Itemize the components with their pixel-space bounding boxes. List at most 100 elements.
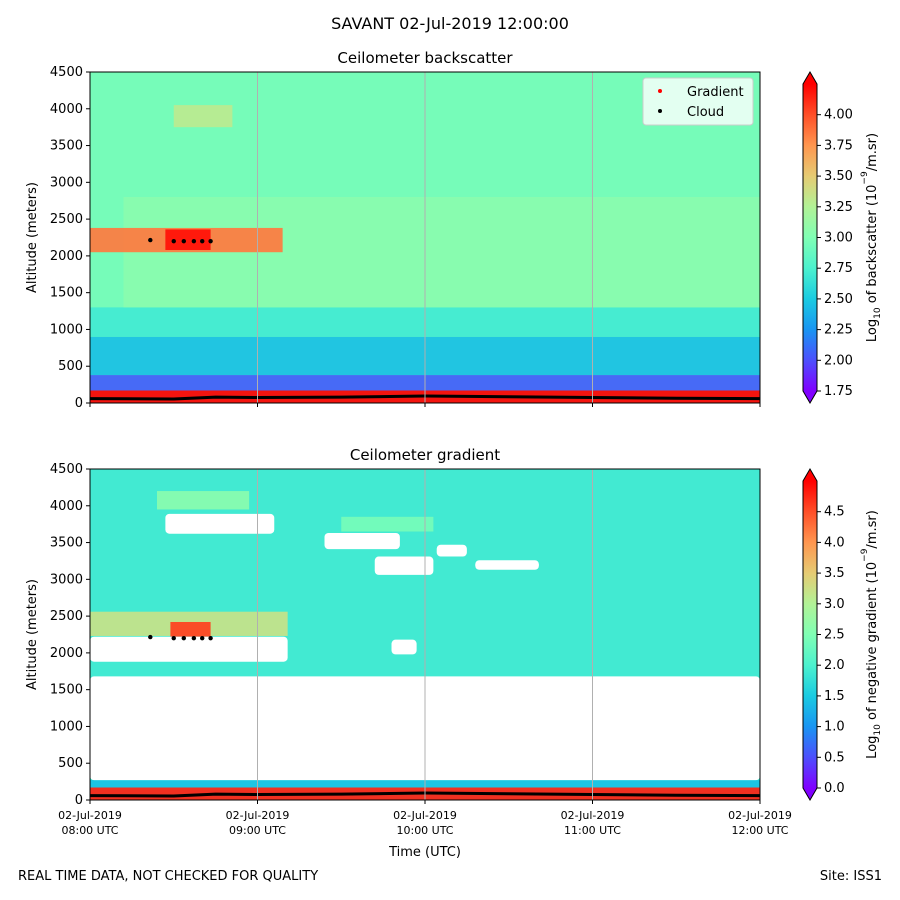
y-tick-label: 3500 — [50, 139, 83, 154]
x-tick-label-time: 08:00 UTC — [61, 824, 118, 837]
colorbar-extend-min — [803, 391, 817, 403]
upper-layer — [157, 491, 250, 510]
cloud-point — [200, 238, 205, 244]
colorbar-tick-label: 0.5 — [824, 750, 845, 765]
colorbar-tick-label: 4.00 — [824, 108, 853, 123]
cloud-point — [181, 238, 186, 244]
cloud-point — [208, 238, 213, 244]
colorbar-tick-label: 2.5 — [824, 628, 845, 643]
x-tick-label-time: 11:00 UTC — [564, 824, 621, 837]
legend-entry-label: Cloud — [687, 105, 724, 120]
x-tick-label-date: 02-Jul-2019 — [561, 809, 625, 822]
cloud-point — [181, 635, 186, 641]
y-axis-label: Altitude (meters) — [25, 579, 40, 690]
x-tick-label-date: 02-Jul-2019 — [393, 809, 457, 822]
cloud-layer-core — [165, 229, 211, 251]
legend-entry-label: Gradient — [687, 85, 744, 100]
y-tick-label: 1000 — [50, 322, 83, 337]
colorbar-outline — [802, 71, 818, 404]
missing-data-region — [436, 544, 467, 557]
colorbar-extend-max — [803, 72, 817, 84]
residual-layer — [123, 197, 760, 308]
y-tick-label: 1500 — [50, 683, 83, 698]
missing-data-region — [165, 513, 275, 534]
colorbar-tick-label: 3.5 — [824, 566, 845, 581]
backscatter-panel: 0 500 1000 1500 2000 2500 3000 3500 4000 4500 Alti… — [25, 65, 761, 411]
y-tick-label: 1500 — [50, 286, 83, 301]
x-tick-label-date: 02-Jul-2019 — [728, 809, 792, 822]
colorbar-tick-label: 3.50 — [824, 169, 853, 184]
colorbar-tick-label: 3.0 — [824, 597, 845, 612]
missing-data-region — [324, 532, 400, 550]
mid-layer — [341, 516, 434, 532]
backscatter-panel-title: Ceilometer backscatter — [337, 49, 513, 67]
colorbar-tick-label: 4.5 — [824, 505, 845, 520]
quality-disclaimer: REAL TIME DATA, NOT CHECKED FOR QUALITY — [18, 869, 319, 884]
y-tick-label: 0 — [75, 793, 83, 808]
cloud-point — [200, 635, 205, 641]
y-tick-label: 3500 — [50, 536, 83, 551]
colorbar-gradient — [803, 84, 817, 391]
cloud-point — [191, 238, 197, 244]
x-tick-label-time: 09:00 UTC — [229, 824, 286, 837]
colorbar-tick-label: 3.00 — [824, 231, 853, 246]
y-tick-label: 3000 — [50, 572, 83, 587]
colorbar-tick-label: 1.5 — [824, 689, 845, 704]
gradient-panel: 0 500 1000 1500 2000 2500 3000 3500 4000 4500 Alti… — [25, 462, 792, 860]
figure-title: SAVANT 02-Jul-2019 12:00:00 — [331, 14, 569, 33]
legend-marker — [658, 89, 662, 93]
gradient-colorbar: 0.0 0.5 1.0 1.5 2.0 2.5 3.0 3.5 4.0 4.5 Log10 of n… — [802, 468, 883, 801]
colorbar-outline — [802, 468, 818, 801]
colorbar-tick-label: 2.25 — [824, 323, 853, 338]
y-tick-label: 500 — [58, 756, 83, 771]
y-tick-label: 3000 — [50, 175, 83, 190]
missing-data-region — [374, 556, 434, 575]
colorbar-tick-label: 1.75 — [824, 384, 853, 399]
colorbar-extend-max — [803, 469, 817, 481]
cloud-point — [148, 634, 153, 640]
y-tick-label: 2000 — [50, 249, 83, 264]
colorbar-tick-label: 2.75 — [824, 261, 853, 276]
x-tick-label-time: 12:00 UTC — [731, 824, 788, 837]
colorbar-tick-label: 2.00 — [824, 353, 853, 368]
backscatter-colorbar: 1.75 2.00 2.25 2.50 2.75 3.00 3.25 3.50 3.75 4.00… — [802, 71, 883, 404]
y-tick-label: 1000 — [50, 719, 83, 734]
y-tick-label: 4500 — [50, 462, 83, 477]
y-tick-label: 2500 — [50, 212, 83, 227]
colorbar-tick-label: 2.50 — [824, 292, 853, 307]
colorbar-label: Log10 of negative gradient (10−9/m.sr) — [860, 510, 883, 759]
colorbar-gradient — [803, 481, 817, 788]
y-tick-label: 4000 — [50, 499, 83, 514]
colorbar-label: Log10 of backscatter (10−9/m.sr) — [860, 133, 883, 342]
cloud-point — [171, 635, 176, 641]
cloud-point — [208, 635, 213, 641]
missing-data-region — [475, 560, 539, 570]
cloud-base-line — [90, 394, 760, 401]
upper-aerosol-layer — [173, 105, 233, 128]
cloud-point — [191, 635, 197, 641]
colorbar-tick-label: 2.0 — [824, 658, 845, 673]
legend-box — [642, 77, 754, 126]
colorbar-tick-label: 4.0 — [824, 535, 845, 550]
legend-marker — [658, 109, 662, 113]
x-tick-label-date: 02-Jul-2019 — [58, 809, 122, 822]
y-tick-label: 2000 — [50, 646, 83, 661]
y-tick-label: 0 — [75, 396, 83, 411]
colorbar-tick-label: 3.25 — [824, 200, 853, 215]
y-tick-label: 2500 — [50, 609, 83, 624]
cloud-base-line — [90, 791, 760, 798]
missing-data-region — [90, 636, 288, 662]
colorbar-tick-label: 0.0 — [824, 781, 845, 796]
x-tick-label-date: 02-Jul-2019 — [226, 809, 290, 822]
y-tick-label: 500 — [58, 359, 83, 374]
colorbar-tick-label: 3.75 — [824, 138, 853, 153]
cloud-point — [171, 238, 176, 244]
missing-data-region — [391, 639, 417, 655]
x-tick-label-time: 10:00 UTC — [396, 824, 453, 837]
y-tick-label: 4000 — [50, 102, 83, 117]
y-tick-label: 4500 — [50, 65, 83, 80]
x-axis-label: Time (UTC) — [388, 845, 461, 860]
cloud-point — [148, 237, 153, 243]
colorbar-tick-label: 1.0 — [824, 720, 845, 735]
